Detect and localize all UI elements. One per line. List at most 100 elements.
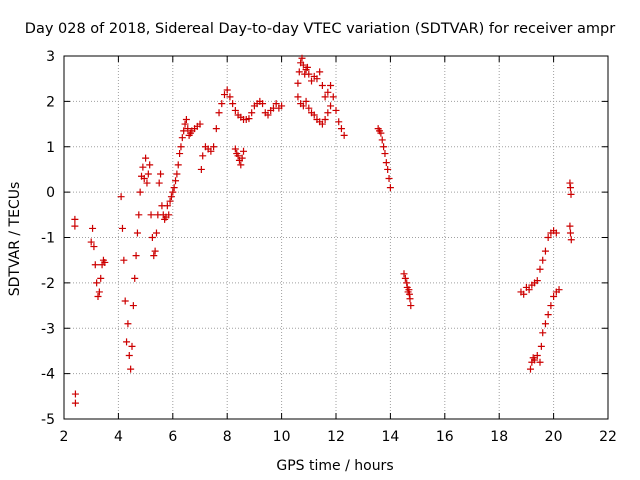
data-point bbox=[207, 147, 215, 155]
x-tick-label: 6 bbox=[168, 429, 177, 445]
data-point bbox=[210, 143, 218, 151]
data-point bbox=[167, 193, 175, 201]
series-arc-3 bbox=[87, 224, 109, 300]
data-point bbox=[142, 154, 150, 162]
x-tick-label: 12 bbox=[327, 429, 345, 445]
data-point bbox=[555, 286, 563, 294]
data-point bbox=[298, 54, 306, 62]
data-point bbox=[303, 63, 311, 71]
x-tick-label: 14 bbox=[381, 429, 399, 445]
series-arc-2.4 bbox=[71, 215, 79, 407]
data-point bbox=[321, 93, 329, 101]
data-points bbox=[71, 54, 575, 407]
y-tick-label: -2 bbox=[41, 276, 55, 292]
data-point bbox=[302, 97, 310, 105]
x-tick-label: 8 bbox=[223, 429, 232, 445]
data-point bbox=[385, 175, 393, 183]
x-tick-label: 16 bbox=[436, 429, 454, 445]
y-tick-label: -5 bbox=[41, 412, 55, 428]
data-point bbox=[123, 338, 131, 346]
data-point bbox=[547, 302, 555, 310]
data-point bbox=[128, 342, 136, 350]
y-tick-label: 2 bbox=[46, 94, 55, 110]
data-point bbox=[169, 188, 177, 196]
data-point bbox=[174, 161, 182, 169]
series-arc-19a bbox=[517, 227, 560, 298]
data-point bbox=[340, 131, 348, 139]
data-point bbox=[335, 118, 343, 126]
data-point bbox=[71, 215, 79, 223]
data-point bbox=[381, 150, 389, 158]
data-point bbox=[95, 288, 103, 296]
data-point bbox=[240, 147, 248, 155]
data-point bbox=[541, 247, 549, 255]
data-point bbox=[71, 399, 79, 407]
data-point bbox=[313, 75, 321, 83]
x-tick-label: 2 bbox=[60, 429, 69, 445]
data-point bbox=[294, 93, 302, 101]
data-point bbox=[525, 286, 533, 294]
data-point bbox=[324, 88, 332, 96]
data-point bbox=[386, 184, 394, 192]
data-point bbox=[378, 136, 386, 144]
data-point bbox=[218, 100, 226, 108]
data-point bbox=[140, 175, 148, 183]
data-point bbox=[172, 177, 180, 185]
data-point bbox=[550, 292, 558, 300]
data-point bbox=[248, 109, 256, 117]
data-point bbox=[152, 229, 160, 237]
series-arc-14.6 bbox=[400, 270, 415, 310]
series-arc-13.6 bbox=[374, 125, 394, 192]
data-point bbox=[163, 202, 171, 210]
data-point bbox=[133, 229, 141, 237]
data-point bbox=[566, 184, 574, 192]
data-point bbox=[223, 86, 231, 94]
data-point bbox=[536, 358, 544, 366]
data-point bbox=[231, 106, 239, 114]
data-point bbox=[384, 165, 392, 173]
data-point bbox=[157, 170, 165, 178]
data-point bbox=[533, 351, 541, 359]
series-arc-19b bbox=[526, 286, 563, 373]
data-point bbox=[295, 68, 303, 76]
y-tick-label: 1 bbox=[46, 140, 55, 156]
data-point bbox=[318, 120, 326, 128]
data-point bbox=[91, 261, 99, 269]
data-point bbox=[135, 211, 143, 219]
data-point bbox=[520, 290, 528, 298]
data-point bbox=[382, 159, 390, 167]
x-axis: 2 4 6 8 10 12 14 16 18 20 22 bbox=[60, 56, 617, 445]
data-point bbox=[147, 211, 155, 219]
data-point bbox=[400, 270, 408, 278]
data-point bbox=[539, 256, 547, 264]
data-point bbox=[229, 100, 237, 108]
data-point bbox=[94, 292, 102, 300]
data-point bbox=[90, 243, 98, 251]
data-point bbox=[121, 297, 129, 305]
data-point bbox=[176, 150, 184, 158]
data-point bbox=[196, 120, 204, 128]
data-point bbox=[531, 356, 539, 364]
data-point bbox=[199, 152, 207, 160]
data-point bbox=[165, 211, 173, 219]
data-point bbox=[136, 188, 144, 196]
data-point bbox=[327, 81, 335, 89]
series-arc-5 bbox=[147, 116, 196, 260]
data-point bbox=[166, 197, 174, 205]
data-point bbox=[101, 258, 109, 266]
data-point bbox=[541, 320, 549, 328]
series-arc-11b bbox=[294, 93, 335, 128]
data-point bbox=[181, 120, 189, 128]
y-tick-label: 3 bbox=[46, 49, 55, 65]
series-arc-7 bbox=[191, 86, 286, 173]
y-tick-label: -4 bbox=[41, 367, 55, 383]
data-point bbox=[173, 170, 181, 178]
data-point bbox=[536, 265, 544, 273]
data-point bbox=[380, 143, 388, 151]
data-point bbox=[151, 247, 159, 255]
x-tick-label: 22 bbox=[599, 429, 617, 445]
data-point bbox=[93, 279, 101, 287]
data-point bbox=[231, 145, 239, 153]
data-point bbox=[299, 102, 307, 110]
data-point bbox=[407, 302, 415, 310]
